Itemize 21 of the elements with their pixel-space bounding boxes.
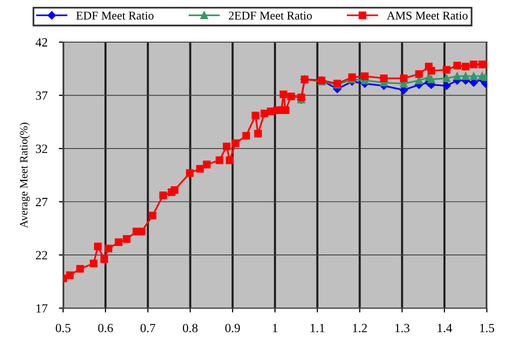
x-tick-label: 0.6	[98, 324, 113, 332]
x-tick-label: 0.7	[140, 324, 156, 332]
legend-label: 2EDF Meet Ratio	[228, 12, 312, 20]
y-tick-label: 42	[36, 38, 48, 46]
legend-label: EDF Meet Ratio	[76, 12, 154, 20]
y-tick-label: 17	[36, 304, 48, 313]
y-tick-label: 37	[36, 91, 48, 100]
x-tick-label: 0.9	[225, 324, 240, 332]
x-tick-label: 1.1	[310, 324, 324, 332]
x-tick-label: 1.3	[395, 324, 410, 332]
y-tick-label: 32	[36, 144, 48, 154]
x-tick-label: 0.5	[56, 324, 70, 332]
x-tick-label: 1.5	[480, 324, 494, 332]
x-tick-label: 1.2	[353, 324, 367, 332]
x-tick-label: 1.4	[438, 324, 452, 332]
y-axis-title: Average Meet Ratio(%)	[20, 122, 30, 228]
x-tick-label: 0.8	[182, 324, 198, 332]
y-tick-label: 27	[36, 198, 48, 206]
y-tick-label: 22	[36, 251, 48, 260]
legend-label: AMS Meet Ratio	[386, 12, 468, 20]
x-tick-label: 1	[272, 324, 278, 332]
